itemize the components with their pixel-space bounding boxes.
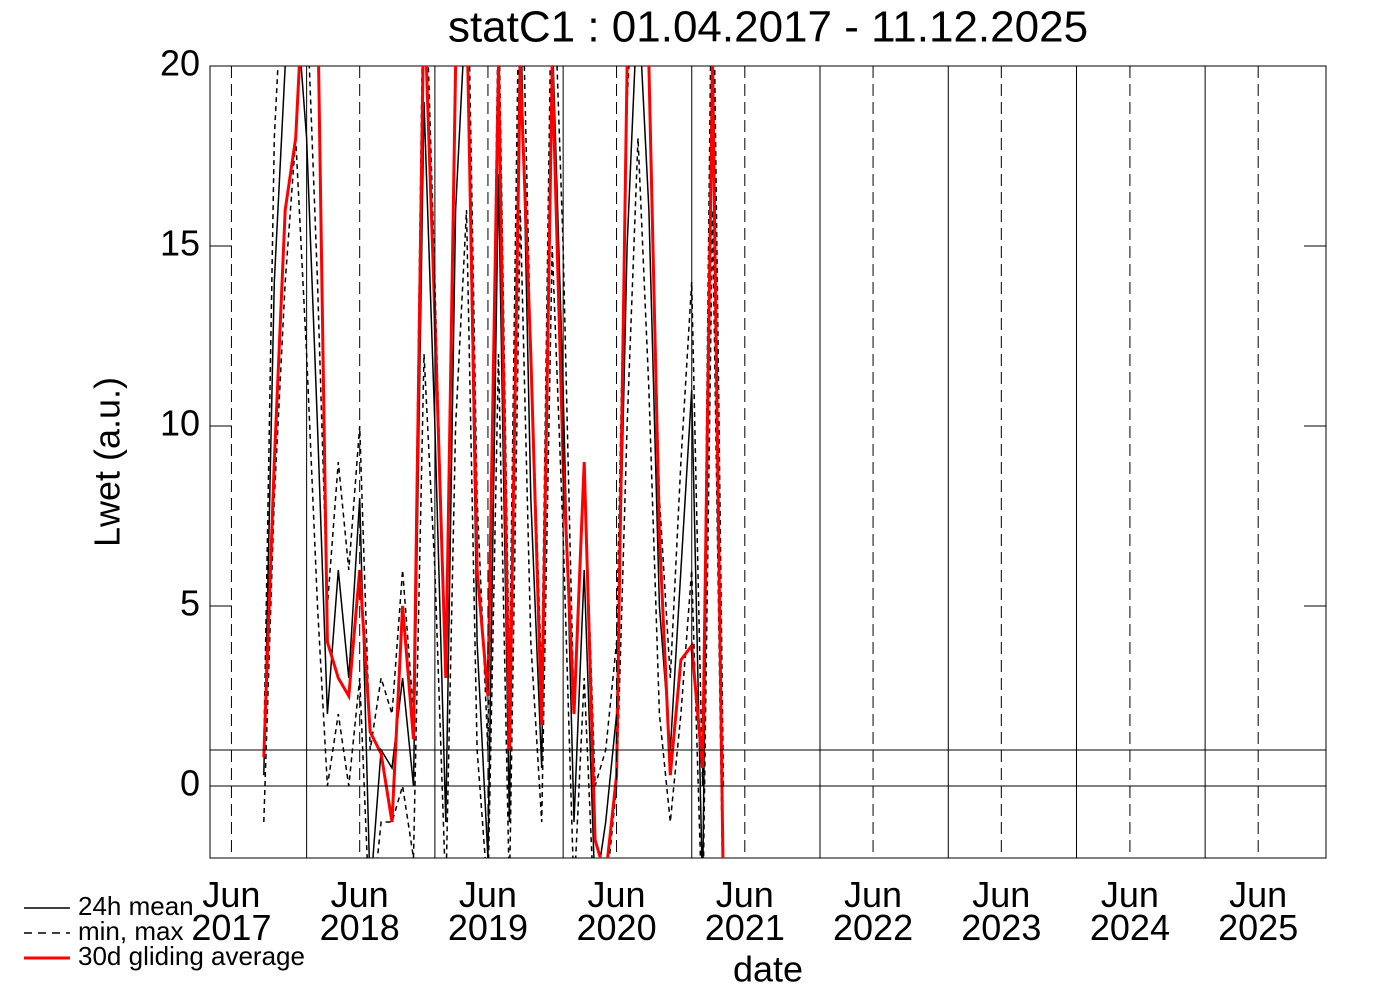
x-tick-label: Jun 2018 [319,874,400,948]
y-tick-label: 10 [160,403,200,444]
x-tick-label: Jun 2017 [191,874,272,948]
x-tick-label: Jun 2021 [704,874,785,948]
legend-label: min, max [78,916,183,946]
x-tick-label: Jun 2022 [833,874,914,948]
x-tick-label: Jun 2019 [447,874,528,948]
x-axis-label: date [733,949,803,990]
y-tick-label: 5 [180,583,200,624]
x-tick-label: Jun 2020 [576,874,657,948]
series-line [263,66,724,858]
chart-title: statC1 : 01.04.2017 - 11.12.2025 [448,3,1088,52]
series-line [263,137,724,858]
plot-frame [209,65,1327,859]
x-tick-label: Jun 2024 [1089,874,1170,948]
series-line [262,66,725,858]
x-tick-label: Jun 2023 [961,874,1042,948]
y-axis-label: Lwet (a.u.) [87,377,128,547]
legend-label: 24h mean [78,891,194,921]
plot-area [262,66,725,858]
y-tick-label: 20 [160,43,200,84]
legend-label: 30d gliding average [78,941,305,971]
y-tick-label: 0 [180,763,200,804]
y-tick-label: 15 [160,223,200,264]
series-line [263,66,725,787]
x-tick-label: Jun 2025 [1218,874,1299,948]
